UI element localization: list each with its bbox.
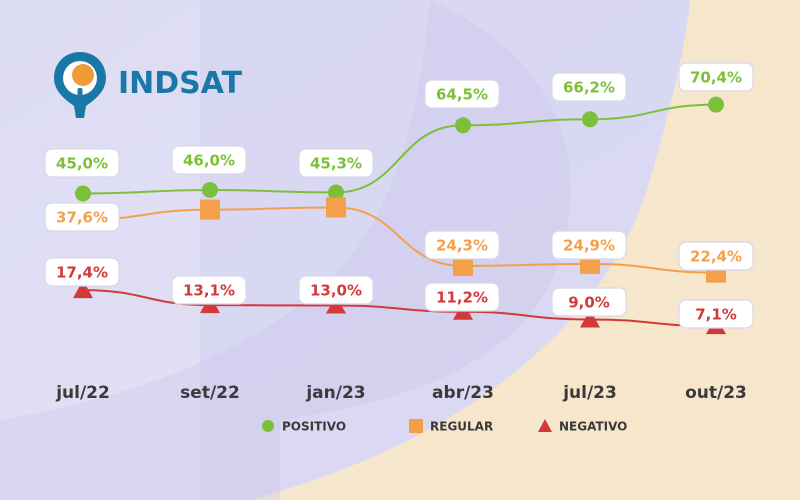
x-tick-label-3: abr/23 bbox=[432, 383, 494, 403]
data-label-positivo-3: 64,5% bbox=[436, 86, 488, 104]
label-box-positivo-5 bbox=[678, 62, 754, 92]
x-tick-label-5: out/23 bbox=[685, 383, 747, 403]
label-box-negativo-4 bbox=[551, 287, 627, 317]
legend-marker-positivo bbox=[262, 420, 274, 432]
label-box-positivo-2 bbox=[298, 148, 374, 178]
label-box-positivo-0 bbox=[44, 148, 120, 178]
data-label-negativo-2: 13,0% bbox=[310, 282, 362, 300]
data-label-positivo-0: 45,0% bbox=[56, 155, 108, 173]
marker-positivo-0 bbox=[75, 185, 91, 202]
data-label-regular-3: 24,3% bbox=[436, 237, 488, 255]
data-labels: 45,0% 46,0% 45,3% 64,5% 66,2% 70,4% 37,6% 24,3%… bbox=[44, 62, 754, 329]
marker-negativo-4 bbox=[580, 309, 600, 328]
marker-regular-2 bbox=[326, 197, 346, 218]
marker-positivo-2 bbox=[328, 184, 344, 201]
map-pin-icon bbox=[54, 52, 106, 118]
data-label-regular-4: 24,9% bbox=[563, 237, 615, 255]
marker-positivo-1 bbox=[202, 182, 218, 198]
label-box-negativo-2 bbox=[298, 275, 374, 305]
line-positivo bbox=[82, 103, 717, 195]
marker-regular-1 bbox=[200, 199, 220, 220]
x-tick-label-2: jan/23 bbox=[305, 383, 365, 403]
marker-positivo-3 bbox=[455, 117, 471, 134]
background-wave bbox=[250, 0, 800, 500]
data-label-negativo-0: 17,4% bbox=[56, 264, 108, 282]
legend: POSITIVO REGULAR NEGATIVO bbox=[262, 419, 627, 434]
legend-label-negativo: NEGATIVO bbox=[559, 420, 627, 434]
brand-logo: INDSAT bbox=[54, 52, 243, 118]
data-label-negativo-1: 13,1% bbox=[183, 282, 235, 300]
line-regular bbox=[82, 206, 717, 274]
label-box-regular-5 bbox=[678, 241, 754, 271]
x-axis-ticks: jul/22 set/22 jan/23 abr/23 jul/23 out/23 bbox=[55, 383, 747, 403]
data-label-regular-0: 37,6% bbox=[56, 209, 108, 227]
data-label-negativo-3: 11,2% bbox=[436, 289, 488, 307]
background-shape bbox=[0, 0, 571, 500]
data-label-negativo-4: 9,0% bbox=[568, 294, 610, 312]
label-box-negativo-0 bbox=[44, 257, 120, 287]
marker-negativo-0 bbox=[73, 280, 93, 299]
label-box-regular-0 bbox=[44, 202, 120, 232]
data-label-positivo-1: 46,0% bbox=[183, 152, 235, 170]
data-label-negativo-5: 7,1% bbox=[695, 306, 737, 324]
marker-positivo-5 bbox=[708, 96, 724, 113]
data-label-positivo-4: 66,2% bbox=[563, 79, 615, 97]
x-tick-label-4: jul/23 bbox=[562, 383, 617, 403]
legend-marker-negativo bbox=[538, 419, 552, 432]
label-box-negativo-1 bbox=[171, 275, 247, 305]
label-box-positivo-1 bbox=[171, 145, 247, 175]
label-box-negativo-3 bbox=[424, 282, 500, 312]
marker-regular-3 bbox=[453, 255, 473, 276]
label-box-regular-4 bbox=[551, 230, 627, 260]
legend-label-regular: REGULAR bbox=[430, 420, 493, 434]
brand-name: INDSAT bbox=[118, 66, 243, 101]
data-label-positivo-5: 70,4% bbox=[690, 69, 742, 87]
label-box-positivo-3 bbox=[424, 79, 500, 109]
data-label-positivo-2: 45,3% bbox=[310, 155, 362, 173]
data-label-regular-5: 22,4% bbox=[690, 248, 742, 266]
x-tick-label-0: jul/22 bbox=[55, 383, 110, 403]
legend-marker-regular bbox=[409, 419, 423, 433]
label-box-regular-3 bbox=[424, 230, 500, 260]
label-box-positivo-4 bbox=[551, 72, 627, 102]
x-tick-label-1: set/22 bbox=[180, 383, 240, 403]
marker-positivo-4 bbox=[582, 111, 598, 128]
label-box-negativo-5 bbox=[678, 299, 754, 329]
legend-label-positivo: POSITIVO bbox=[282, 420, 346, 434]
